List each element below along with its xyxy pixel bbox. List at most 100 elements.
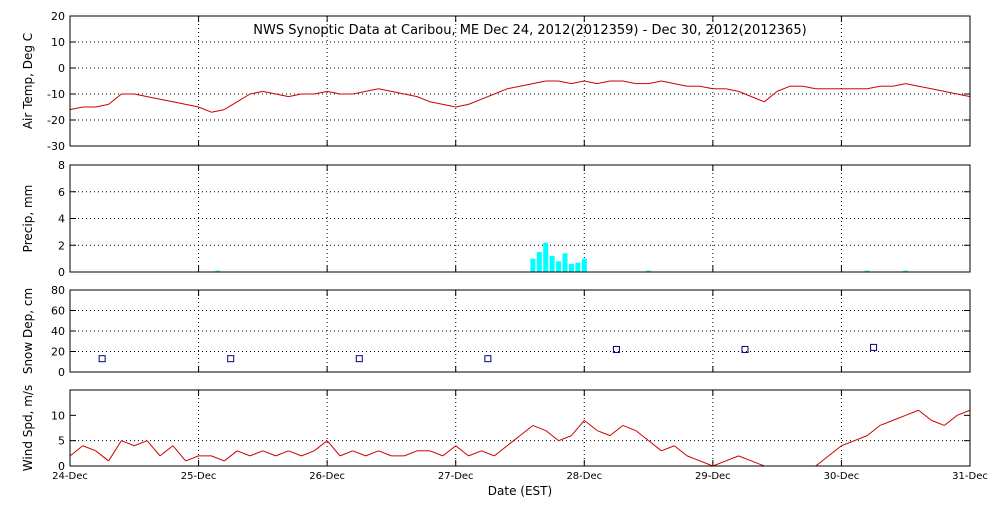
series-segment	[571, 420, 585, 436]
y-tick-label: 8	[58, 159, 65, 172]
series-segment	[725, 455, 739, 462]
series-segment	[892, 414, 906, 421]
series-segment	[866, 425, 881, 436]
series-segment	[494, 88, 508, 95]
series-segment	[275, 450, 289, 457]
y-axis-label: Snow Dep, cm	[21, 288, 35, 374]
series-segment	[211, 455, 225, 462]
precip-bar	[581, 258, 587, 272]
series-segment	[738, 90, 752, 98]
precip-bar	[562, 253, 568, 272]
series-segment	[391, 90, 405, 95]
series-segment	[455, 445, 469, 457]
series-segment	[854, 435, 868, 442]
series-segment	[931, 419, 945, 426]
plot-frame	[69, 164, 971, 273]
series-segment	[892, 83, 906, 87]
precip-bar	[568, 263, 574, 272]
series-segment	[211, 109, 225, 113]
series-segment	[365, 88, 379, 92]
y-tick-label: 10	[51, 409, 65, 422]
series-segment	[442, 445, 457, 457]
series-segment	[776, 85, 791, 92]
precip-bar	[549, 255, 555, 272]
series-segment	[918, 85, 932, 90]
series-segment	[674, 83, 688, 87]
precip-bar	[646, 270, 652, 272]
series-segment	[571, 80, 585, 85]
series-segment	[957, 93, 971, 98]
y-tick-label: 60	[51, 305, 65, 318]
series-segment	[416, 96, 431, 103]
precip-bar	[903, 270, 909, 272]
y-tick-label: 40	[51, 325, 65, 338]
series-segment	[905, 83, 919, 87]
series-segment	[905, 409, 919, 416]
series-segment	[661, 445, 675, 452]
series-segment	[481, 93, 495, 100]
series-segment	[507, 85, 521, 90]
series-segment	[558, 80, 572, 85]
series-segment	[609, 425, 624, 436]
plot-frame	[69, 289, 971, 373]
x-tick-label: 25-Dec	[181, 471, 217, 482]
series-segment	[635, 430, 649, 442]
series-segment	[493, 445, 508, 457]
series-segment	[82, 445, 96, 452]
series-segment	[738, 455, 752, 462]
series-segment	[404, 450, 418, 457]
series-segment	[159, 98, 173, 103]
series-segment	[198, 106, 212, 113]
series-segment	[262, 450, 276, 457]
x-axis-label: Date (EST)	[488, 484, 552, 498]
y-tick-label: 2	[58, 239, 65, 252]
series-segment	[108, 440, 122, 462]
series-segment	[699, 460, 714, 467]
series-segment	[506, 435, 521, 447]
y-tick-label: 5	[58, 435, 65, 448]
y-tick-label: -10	[47, 88, 65, 101]
series-segment	[288, 93, 302, 98]
series-segment	[236, 93, 251, 103]
series-segment	[956, 409, 971, 416]
snow-point	[741, 345, 749, 353]
series-segment	[519, 83, 533, 87]
x-tick-label: 24-Dec	[52, 471, 88, 482]
plot-frame	[69, 15, 971, 147]
x-tick-label: 27-Dec	[438, 471, 474, 482]
series-segment	[699, 85, 713, 90]
x-tick-label: 26-Dec	[309, 471, 345, 482]
precip-bar	[536, 251, 542, 272]
series-segment	[147, 96, 161, 100]
series-segment	[828, 445, 842, 457]
series-segment	[931, 88, 945, 92]
plot-frame	[69, 389, 971, 467]
precip-bar	[864, 270, 870, 272]
series-segment	[648, 440, 662, 452]
series-segment	[751, 460, 765, 467]
series-segment	[275, 93, 289, 98]
series-segment	[661, 80, 675, 85]
series-segment	[442, 103, 456, 108]
precip-bar	[530, 258, 536, 272]
snow-point	[484, 355, 492, 363]
series-segment	[95, 103, 109, 108]
series-segment	[262, 90, 276, 95]
series-segment	[185, 103, 199, 108]
series-segment	[725, 88, 739, 92]
series-segment	[596, 430, 611, 437]
y-axis-label: Precip, mm	[21, 185, 35, 253]
series-segment	[468, 98, 482, 105]
series-segment	[481, 450, 495, 457]
series-segment	[121, 440, 135, 447]
y-axis-label: Air Temp, Deg C	[21, 33, 35, 129]
y-tick-label: 20	[51, 346, 65, 359]
series-segment	[519, 425, 534, 436]
series-segment	[584, 80, 598, 85]
series-segment	[802, 85, 816, 90]
series-segment	[944, 90, 958, 95]
y-tick-label: 0	[58, 266, 65, 279]
series-segment	[134, 93, 148, 98]
series-segment	[558, 435, 572, 442]
series-segment	[648, 80, 662, 85]
